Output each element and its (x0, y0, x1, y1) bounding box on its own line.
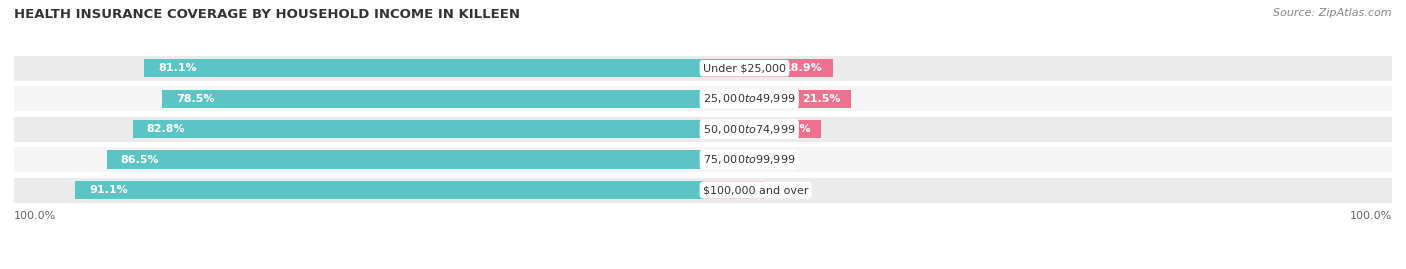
Bar (703, 181, 765, 199)
Legend: With Coverage, Without Coverage: With Coverage, Without Coverage (575, 266, 831, 269)
Text: 18.9%: 18.9% (785, 63, 823, 73)
Bar (14, 56, 1392, 81)
Text: HEALTH INSURANCE COVERAGE BY HOUSEHOLD INCOME IN KILLEEN: HEALTH INSURANCE COVERAGE BY HOUSEHOLD I… (14, 8, 520, 21)
Bar (14, 117, 1392, 141)
Text: Under $25,000: Under $25,000 (703, 63, 786, 73)
Text: $50,000 to $74,999: $50,000 to $74,999 (703, 123, 796, 136)
Text: 81.1%: 81.1% (157, 63, 197, 73)
Text: 13.6%: 13.6% (748, 155, 786, 165)
Bar (703, 120, 821, 138)
Text: 82.8%: 82.8% (146, 124, 186, 134)
Bar (14, 147, 1392, 172)
Text: 91.1%: 91.1% (89, 185, 128, 195)
Text: $25,000 to $49,999: $25,000 to $49,999 (703, 92, 796, 105)
Bar (162, 90, 703, 108)
Text: 100.0%: 100.0% (1350, 211, 1392, 221)
Bar (145, 59, 703, 77)
Text: $75,000 to $99,999: $75,000 to $99,999 (703, 153, 796, 166)
Bar (14, 178, 1392, 203)
Bar (703, 59, 834, 77)
Bar (132, 120, 703, 138)
Text: 100.0%: 100.0% (14, 211, 56, 221)
Bar (76, 181, 703, 199)
Text: 78.5%: 78.5% (176, 94, 215, 104)
Text: 86.5%: 86.5% (121, 155, 159, 165)
Text: Source: ZipAtlas.com: Source: ZipAtlas.com (1274, 8, 1392, 18)
Text: 8.9%: 8.9% (723, 185, 754, 195)
Text: 21.5%: 21.5% (803, 94, 841, 104)
Text: 17.2%: 17.2% (772, 124, 811, 134)
Bar (703, 90, 851, 108)
Bar (703, 150, 797, 169)
Bar (14, 86, 1392, 111)
Bar (107, 150, 703, 169)
Text: $100,000 and over: $100,000 and over (703, 185, 808, 195)
